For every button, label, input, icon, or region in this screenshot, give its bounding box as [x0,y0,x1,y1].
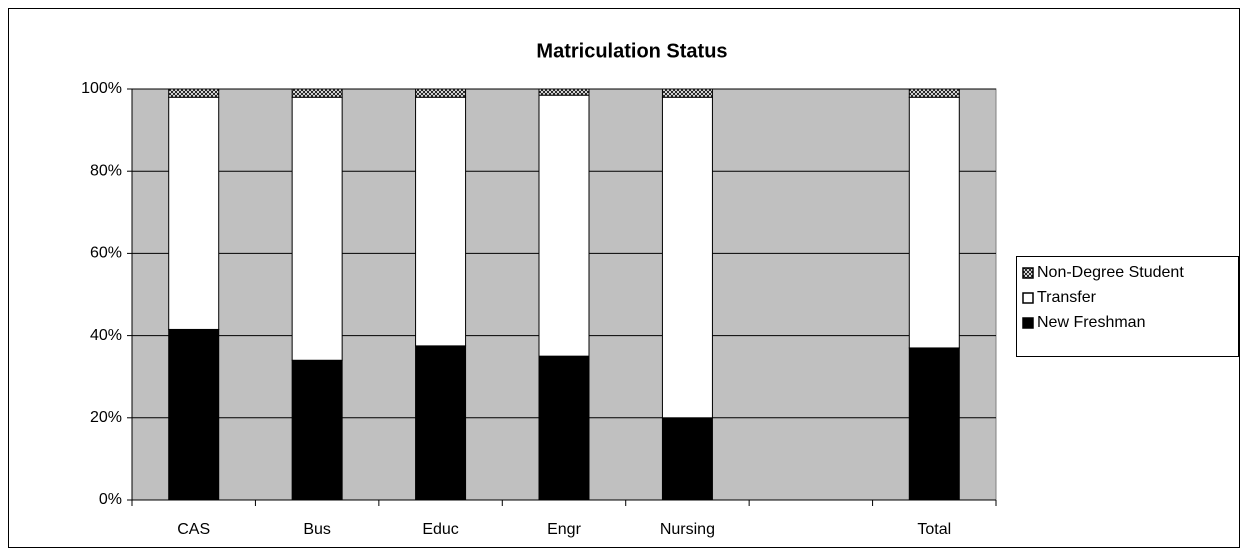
bar-segment [538,94,590,357]
legend-swatch [1022,317,1034,329]
bar-segment [538,355,590,501]
y-tick-label: 80% [90,162,122,179]
bar-segment [908,96,960,349]
legend [1016,256,1239,357]
bar-segment [661,96,713,419]
x-tick-label: Total [917,521,951,538]
bar-segment [908,88,960,98]
y-tick-label: 40% [90,327,122,344]
bar-segment [168,88,220,98]
bar-segment [415,96,467,347]
bar-segment [415,345,467,501]
y-tick-label: 60% [90,245,122,262]
bar-segment [291,88,343,98]
bar-segment [168,328,220,501]
legend-label: New Freshman [1037,314,1145,331]
x-tick-label: CAS [177,521,210,538]
bar-segment [291,359,343,501]
bar-segment [661,417,713,501]
legend-swatch [1022,267,1034,279]
bar-segment [908,347,960,501]
bar-segment [291,96,343,361]
bar-segment [168,96,220,330]
x-tick-label: Engr [547,521,581,538]
y-tick-label: 0% [99,491,122,508]
bar-segment [415,88,467,98]
x-tick-label: Educ [422,521,458,538]
legend-label: Non-Degree Student [1037,264,1184,281]
bar-segment [538,88,590,96]
bar-segment [661,88,713,98]
y-tick-label: 100% [81,80,122,97]
x-tick-label: Nursing [660,521,715,538]
y-tick-label: 20% [90,409,122,426]
x-tick-label: Bus [303,521,331,538]
legend-swatch [1022,292,1034,304]
chart-title: Matriculation Status [536,40,727,62]
legend-label: Transfer [1037,289,1097,306]
